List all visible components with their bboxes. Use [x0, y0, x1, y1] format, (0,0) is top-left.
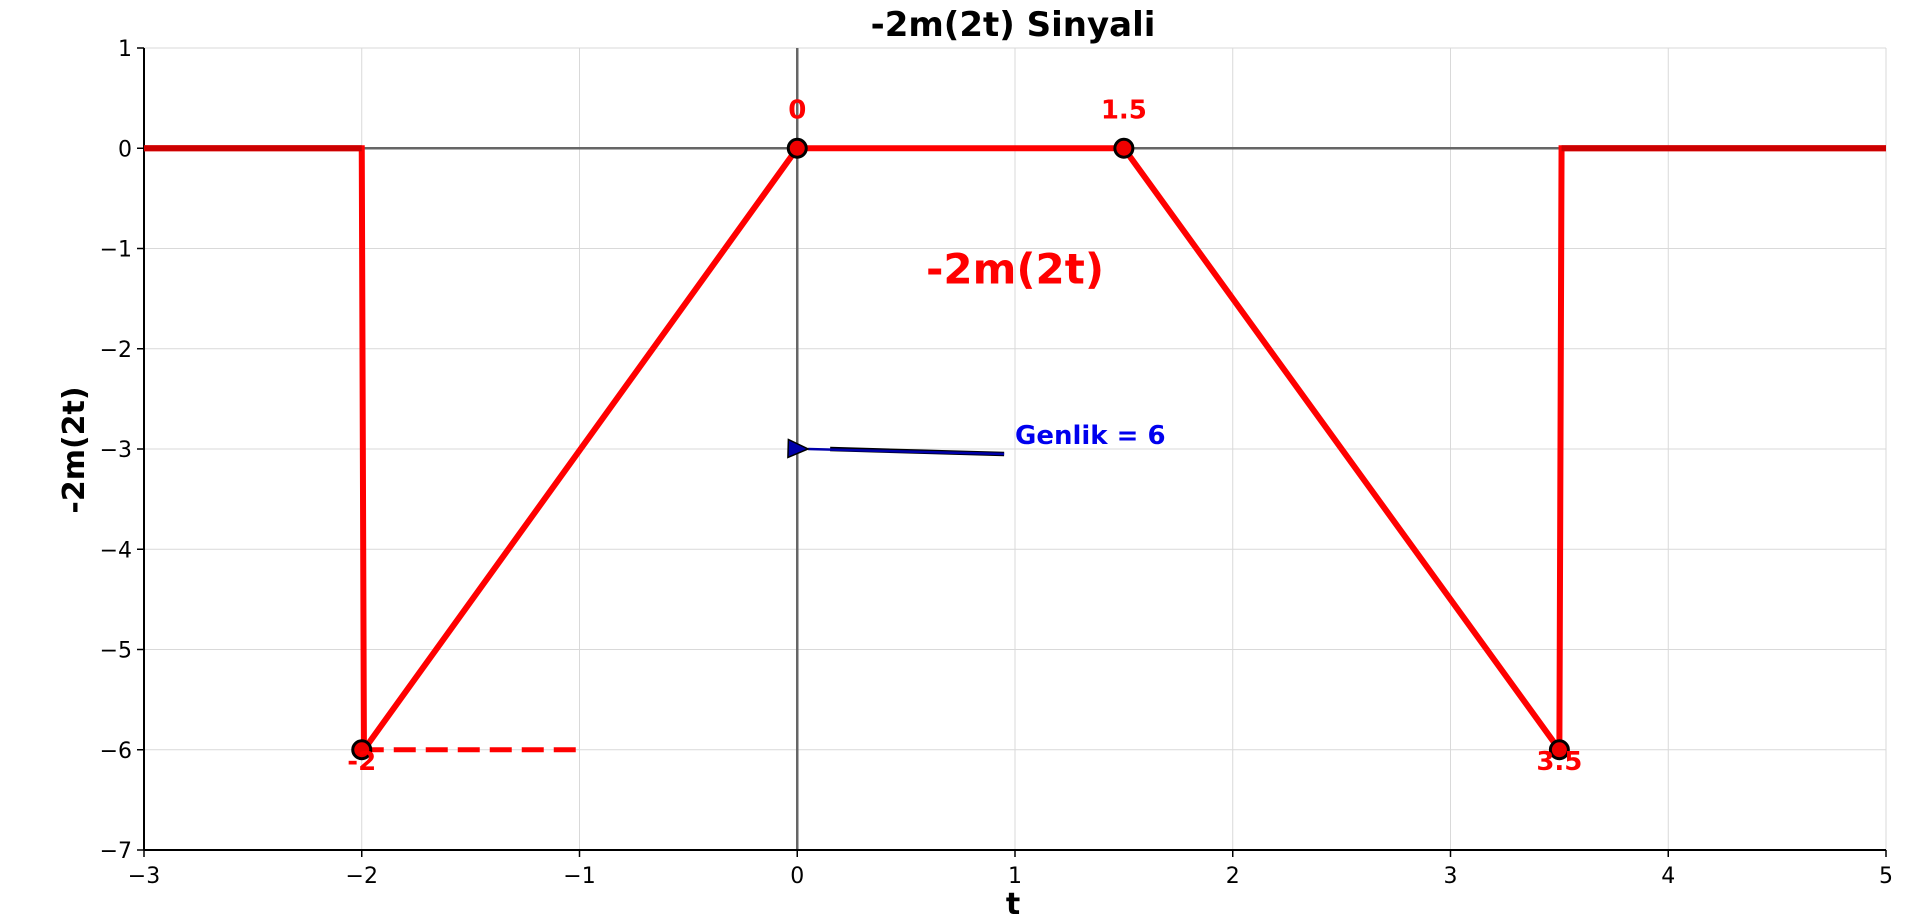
y-tick-label: −1	[100, 238, 132, 263]
amplitude-label: Genlik = 6	[1015, 421, 1166, 451]
x-tick-label: −1	[563, 864, 595, 889]
signal-name-label: -2m(2t)	[926, 245, 1104, 294]
x-tick-label: 1	[1008, 864, 1022, 889]
annotations: -2 0 1.5 3.5 -2m(2t) Genlik = 6	[347, 95, 1582, 777]
point-marker	[1113, 137, 1135, 159]
point-marker	[1548, 739, 1570, 761]
x-tick-label: −2	[346, 864, 378, 889]
y-tick-label: −4	[100, 538, 132, 563]
y-tick-label: −6	[100, 739, 132, 764]
y-tick-label: 1	[118, 37, 132, 62]
x-tick-label: 3	[1444, 864, 1458, 889]
amplitude-arrow	[808, 449, 1005, 454]
y-axis-label: -2m(2t)	[57, 386, 92, 513]
point-label: 3.5	[1536, 747, 1582, 777]
chart-title: -2m(2t) Sinyali	[871, 5, 1156, 45]
y-tick-label: −7	[100, 839, 132, 864]
axes: −3 −2 −1 0 1 2 3 4 5 1 0 −1 −2 −3 −4 −5 −6 −7	[100, 37, 1893, 889]
y-tick-label: −2	[100, 338, 132, 363]
y-tick-label: 0	[118, 137, 132, 162]
x-tick-label: 5	[1879, 864, 1893, 889]
point-marker	[351, 739, 373, 761]
y-tick-label: −3	[100, 438, 132, 463]
x-tick-label: 2	[1226, 864, 1240, 889]
signal-line	[144, 145, 1886, 760]
x-tick-label: 0	[790, 864, 804, 889]
x-tick-label: −3	[128, 864, 160, 889]
point-marker	[786, 137, 808, 159]
series	[144, 137, 1886, 761]
point-label: 0	[788, 95, 806, 125]
x-axis-label: t	[1006, 887, 1020, 921]
y-tick-label: −5	[100, 639, 132, 664]
x-tick-label: 4	[1661, 864, 1675, 889]
point-label: 1.5	[1101, 95, 1147, 125]
point-label: -2	[347, 747, 376, 777]
